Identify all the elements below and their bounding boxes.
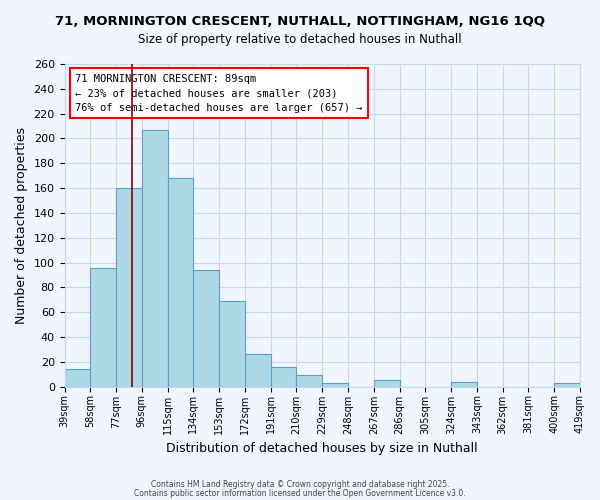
Text: Size of property relative to detached houses in Nuthall: Size of property relative to detached ho…: [138, 32, 462, 46]
Text: 71, MORNINGTON CRESCENT, NUTHALL, NOTTINGHAM, NG16 1QQ: 71, MORNINGTON CRESCENT, NUTHALL, NOTTIN…: [55, 15, 545, 28]
Bar: [219, 301, 245, 386]
Bar: [193, 270, 219, 386]
Bar: [451, 382, 477, 386]
Bar: [91, 268, 116, 386]
Bar: [554, 383, 580, 386]
Bar: [271, 367, 296, 386]
Bar: [116, 188, 142, 386]
X-axis label: Distribution of detached houses by size in Nuthall: Distribution of detached houses by size …: [166, 442, 478, 455]
Text: Contains public sector information licensed under the Open Government Licence v3: Contains public sector information licen…: [134, 488, 466, 498]
Text: Contains HM Land Registry data © Crown copyright and database right 2025.: Contains HM Land Registry data © Crown c…: [151, 480, 449, 489]
Bar: [245, 354, 271, 386]
Bar: [374, 380, 400, 386]
Bar: [142, 130, 167, 386]
Y-axis label: Number of detached properties: Number of detached properties: [15, 127, 28, 324]
Bar: [65, 370, 91, 386]
Text: 71 MORNINGTON CRESCENT: 89sqm
← 23% of detached houses are smaller (203)
76% of : 71 MORNINGTON CRESCENT: 89sqm ← 23% of d…: [75, 74, 362, 114]
Bar: [296, 376, 322, 386]
Bar: [167, 178, 193, 386]
Bar: [322, 383, 348, 386]
